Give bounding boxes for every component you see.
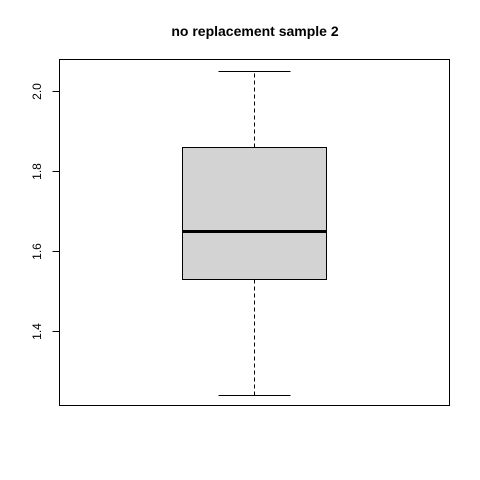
y-tick-label: 2.0 — [30, 83, 44, 100]
chart-title: no replacement sample 2 — [171, 23, 339, 39]
y-tick-label: 1.4 — [30, 323, 44, 340]
y-tick-label: 1.6 — [30, 243, 44, 260]
box-group — [182, 71, 327, 396]
y-axis: 1.4 1.6 1.8 2.0 — [30, 83, 60, 340]
iqr-box — [182, 147, 327, 280]
y-tick-label: 1.8 — [30, 163, 44, 180]
